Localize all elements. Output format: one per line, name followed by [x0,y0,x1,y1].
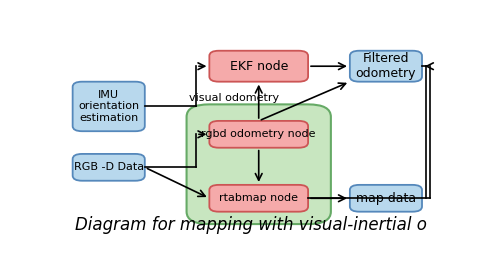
FancyBboxPatch shape [209,51,308,82]
Text: rgbd odometry node: rgbd odometry node [201,129,316,139]
FancyBboxPatch shape [73,154,145,181]
FancyBboxPatch shape [73,82,145,131]
Text: visual odometry: visual odometry [189,93,279,103]
Text: Filtered
odometry: Filtered odometry [356,52,416,80]
FancyBboxPatch shape [350,51,422,82]
Text: EKF node: EKF node [229,60,288,73]
Text: map data: map data [356,192,416,205]
FancyBboxPatch shape [209,185,308,212]
FancyBboxPatch shape [209,121,308,148]
FancyBboxPatch shape [350,185,422,212]
Text: IMU
orientation
estimation: IMU orientation estimation [78,90,139,123]
Text: Diagram for mapping with visual-inertial o: Diagram for mapping with visual-inertial… [75,216,427,234]
Text: rtabmap node: rtabmap node [219,193,298,203]
Text: RGB -D Data: RGB -D Data [74,162,144,172]
FancyBboxPatch shape [187,105,331,224]
